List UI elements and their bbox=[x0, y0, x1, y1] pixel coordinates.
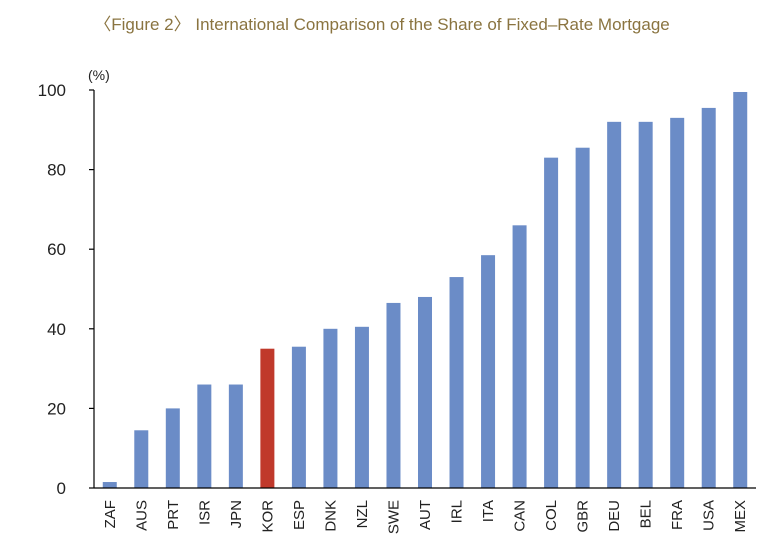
bar-zaf bbox=[102, 482, 117, 488]
x-tick-label-zaf: ZAF bbox=[102, 500, 119, 528]
y-tick-label: 60 bbox=[47, 240, 66, 259]
y-tick-label: 100 bbox=[38, 81, 66, 100]
y-tick-label: 0 bbox=[57, 479, 66, 498]
x-tick-label-gbr: GBR bbox=[575, 500, 592, 533]
bar-esp bbox=[291, 346, 306, 488]
bar-prt bbox=[165, 408, 180, 488]
x-tick-label-can: CAN bbox=[512, 500, 529, 532]
x-tick-label-kor: KOR bbox=[259, 500, 276, 533]
bar-ita bbox=[481, 255, 496, 488]
chart-title: 〈Figure 2〉 International Comparison of t… bbox=[94, 15, 669, 34]
bar-swe bbox=[386, 302, 401, 488]
bar-dnk bbox=[323, 328, 338, 488]
x-tick-label-usa: USA bbox=[701, 500, 718, 531]
y-tick-label: 20 bbox=[47, 399, 66, 418]
x-tick-label-col: COL bbox=[543, 500, 560, 531]
x-tick-label-irl: IRL bbox=[449, 500, 466, 523]
y-unit-label: (%) bbox=[88, 67, 110, 83]
bar-jpn bbox=[228, 384, 243, 488]
x-tick-label-aut: AUT bbox=[417, 500, 434, 530]
x-tick-label-isr: ISR bbox=[196, 500, 213, 525]
x-tick-label-jpn: JPN bbox=[228, 500, 245, 528]
bar-aut bbox=[418, 296, 432, 488]
x-tick-label-mex: MEX bbox=[732, 500, 749, 533]
bar-nzl bbox=[354, 326, 369, 488]
bar-fra bbox=[670, 117, 685, 489]
bar-irl bbox=[449, 277, 464, 488]
bar-isr bbox=[197, 384, 212, 488]
y-axis-ticks: 0 20 40 60 80 100 bbox=[38, 81, 94, 498]
bars-group bbox=[102, 91, 748, 489]
x-tick-label-nzl: NZL bbox=[354, 500, 371, 528]
bar-gbr bbox=[575, 147, 590, 488]
x-tick-label-esp: ESP bbox=[291, 500, 308, 530]
bar-deu bbox=[607, 121, 622, 488]
bar-bel bbox=[638, 121, 653, 488]
bar-can bbox=[512, 225, 527, 488]
x-tick-label-deu: DEU bbox=[606, 500, 623, 532]
bar-col bbox=[544, 157, 559, 488]
x-tick-label-bel: BEL bbox=[638, 500, 655, 528]
y-tick-label: 80 bbox=[47, 161, 66, 180]
x-tick-label-prt: PRT bbox=[165, 500, 182, 530]
bar-kor bbox=[260, 348, 275, 488]
bar-aus bbox=[134, 430, 149, 488]
x-tick-label-fra: FRA bbox=[669, 500, 686, 530]
x-tick-label-ita: ITA bbox=[480, 500, 497, 522]
bar-mex bbox=[733, 91, 748, 489]
bar-usa bbox=[701, 107, 716, 488]
x-tick-label-swe: SWE bbox=[385, 500, 402, 534]
y-tick-label: 40 bbox=[47, 320, 66, 339]
x-axis-labels: ZAF AUS PRT ISR JPN KOR ESP DNK NZL SWE AUT IRL ITA C… bbox=[102, 500, 749, 534]
x-tick-label-dnk: DNK bbox=[322, 500, 339, 532]
x-tick-label-aus: AUS bbox=[133, 500, 150, 531]
